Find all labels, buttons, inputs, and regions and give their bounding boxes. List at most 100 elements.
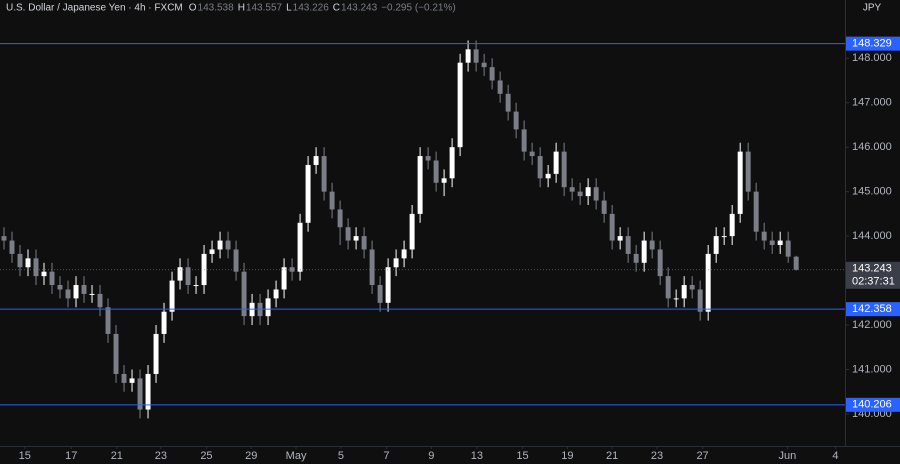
candle-body (625, 236, 631, 254)
candle-body (617, 236, 623, 241)
header: U.S. Dollar / Japanese Yen · 4h · FXCM O… (6, 3, 456, 14)
x-tick-label: 29 (245, 450, 257, 462)
candle-body (169, 280, 175, 312)
candle-body (153, 333, 159, 374)
candle-body (569, 187, 575, 192)
candle-body (353, 236, 359, 241)
currency: JPY (863, 3, 882, 14)
candle-body (273, 289, 279, 299)
ohlc-label: C (333, 3, 340, 14)
candle-body (73, 285, 79, 299)
x-tick-label: 19 (561, 450, 573, 462)
candle-body (721, 236, 727, 238)
candle-body (201, 253, 207, 286)
candle-body (321, 156, 327, 192)
candle-body (713, 236, 719, 254)
candle-body (777, 240, 783, 246)
ohlc-label: L (286, 3, 292, 14)
candle-body (673, 298, 679, 300)
candle-body (769, 240, 775, 246)
candle-body (225, 240, 231, 250)
candle-body (601, 200, 607, 214)
candle-body (449, 147, 455, 179)
candle-body (401, 249, 407, 259)
y-tick-label: 142.000 (852, 319, 892, 331)
ohlc-value: 143.538 (198, 3, 235, 14)
candle-body (761, 231, 767, 241)
candle-body (137, 378, 143, 410)
y-tick-label: 144.000 (852, 230, 892, 242)
candle-body (289, 267, 295, 272)
level-label: 140.206 (852, 399, 892, 411)
candle-body (241, 271, 247, 317)
candle-body (345, 227, 351, 241)
level-label-box (846, 397, 900, 412)
y-tick-label: 146.000 (852, 141, 892, 153)
ohlc-value: 143.557 (246, 3, 283, 14)
candle-body (745, 151, 751, 192)
candle-body (89, 293, 95, 295)
level-label-box (846, 302, 900, 317)
candle-body (161, 311, 167, 334)
x-tick-label: 15 (516, 450, 528, 462)
candle-body (33, 258, 39, 277)
candle-body (209, 249, 215, 254)
candle-body (57, 285, 63, 290)
candle-body (513, 111, 519, 130)
candle-body (649, 240, 655, 250)
candle-body (297, 222, 303, 272)
candle-body (17, 253, 23, 268)
candle-body (457, 62, 463, 148)
candle-body (737, 151, 743, 214)
candle-body (41, 271, 47, 277)
candle-body (121, 373, 127, 383)
ohlc-value: 143.243 (341, 3, 378, 14)
candle-body (553, 151, 559, 174)
candle-body (409, 213, 415, 250)
candle-body (313, 156, 319, 165)
x-tick-label: Jun (779, 450, 797, 462)
candle-body (129, 378, 135, 383)
candle-body (265, 298, 271, 317)
plot (1, 40, 799, 419)
x-tick-label: 13 (471, 450, 483, 462)
candle-body (753, 191, 759, 232)
candle-body (689, 285, 695, 290)
candle-body (561, 151, 567, 188)
candle-body (145, 373, 151, 410)
x-tick-label: 7 (383, 450, 389, 462)
level-label-box (846, 36, 900, 51)
last-price-box (846, 261, 900, 289)
candle-body (585, 187, 591, 197)
candle-body (305, 164, 311, 223)
y-tick-label: 148.000 (852, 52, 892, 64)
candle-body (185, 267, 191, 286)
candle-body (369, 249, 375, 286)
candle-body (633, 253, 639, 263)
candle-body (329, 191, 335, 210)
candle-body (81, 285, 87, 294)
x-tick-label: 5 (338, 450, 344, 462)
x-tick-label: 25 (200, 450, 212, 462)
candle-body (193, 285, 199, 287)
ohlc-label: H (238, 3, 245, 14)
candle-body (577, 191, 583, 197)
candle-body (473, 49, 479, 63)
candle-body (9, 240, 15, 254)
candle-body (481, 62, 487, 68)
candle-body (97, 293, 103, 308)
candle-body (1, 236, 7, 241)
candle-body (281, 267, 287, 290)
candle-body (665, 276, 671, 299)
x-tick-label: 27 (696, 450, 708, 462)
candle-body (425, 156, 431, 161)
candle-body (105, 307, 111, 334)
ohlc-value: 143.226 (293, 3, 330, 14)
x-tick-label: 4 (832, 450, 838, 462)
candle-body (433, 160, 439, 183)
candle-body (361, 236, 367, 250)
candle-body (793, 256, 799, 270)
candle-body (537, 156, 543, 179)
candle-body (497, 80, 503, 94)
